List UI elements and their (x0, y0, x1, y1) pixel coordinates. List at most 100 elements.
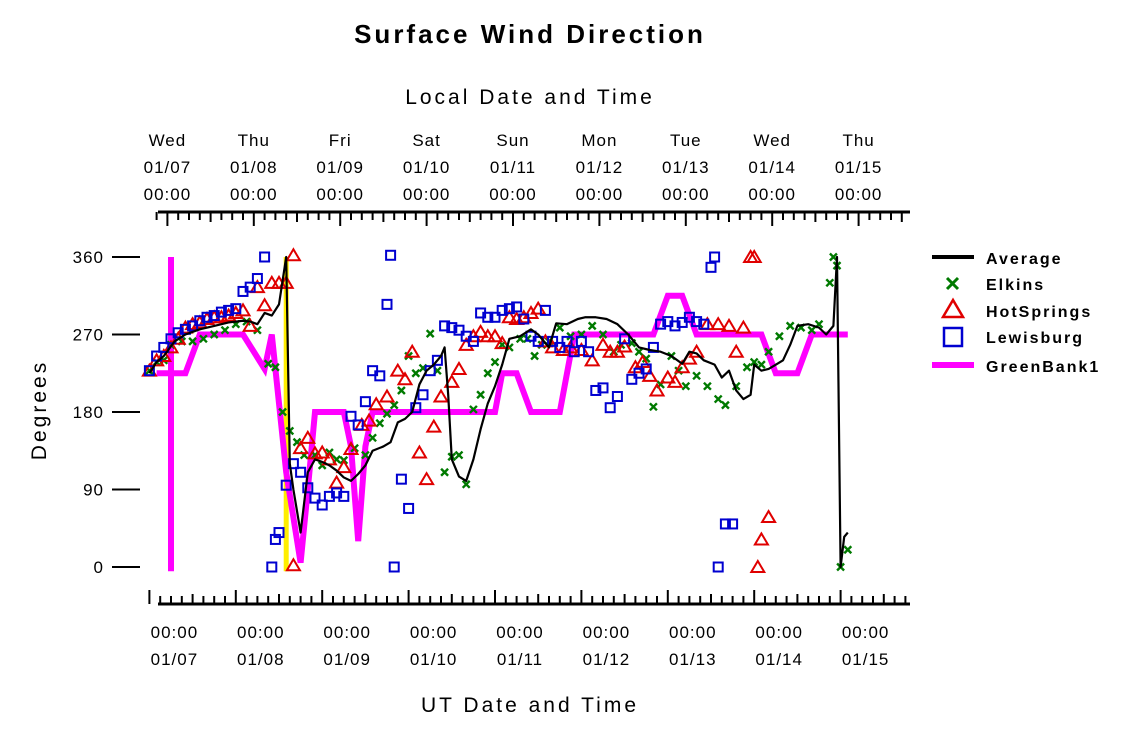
lewisburg-point (539, 304, 551, 316)
elkins-point-stroke (271, 362, 280, 372)
hotsprings-point (443, 373, 461, 388)
elkins-point-stroke (634, 347, 644, 357)
hotsprings-point (641, 367, 659, 382)
top-tick-date: 01/10 (403, 158, 451, 177)
elkins-point (825, 278, 835, 288)
elkins-point (829, 252, 838, 262)
elkins-point (785, 321, 795, 331)
lewisburg-point (417, 389, 429, 401)
left-axis: 0 90 180 270 360 (73, 248, 140, 577)
hotsprings-point (760, 509, 777, 524)
lewisburg-point (489, 311, 501, 323)
elkins-point-stroke (703, 381, 712, 391)
top-tick-date: 01/12 (576, 158, 624, 177)
y-tick-label-270: 270 (73, 326, 104, 345)
hotsprings-point (241, 317, 259, 332)
lewisburg-point (388, 561, 400, 573)
elkins-point (775, 331, 784, 341)
lewisburg-point (518, 313, 530, 325)
top-axis-ticks: Wed 01/07 00:00 Thu 01/08 00:00 Fri 01/09 00:00 S… (144, 131, 903, 226)
series-lewisburg (143, 249, 739, 573)
elkins-point-stroke (411, 368, 421, 378)
hotsprings-point (673, 359, 691, 374)
y-tick-label-90: 90 (83, 481, 104, 500)
bottom-tick-time: 00:00 (496, 623, 544, 642)
lewisburg-point (230, 303, 242, 315)
bottom-tick-time: 00:00 (237, 623, 285, 642)
bottom-tick-date: 01/13 (669, 650, 717, 669)
lewisburg-point (223, 304, 235, 316)
lewisburg-point (583, 346, 595, 358)
top-tick-day: Tue (670, 131, 702, 150)
lewisburg-point (345, 410, 357, 422)
bottom-tick-date: 01/11 (497, 650, 543, 669)
elkins-point (263, 359, 273, 369)
lewisburg-point (619, 333, 631, 345)
bottom-tick-date: 01/09 (323, 650, 371, 669)
elkins-point-stroke (209, 330, 219, 339)
lewisburg-point (446, 322, 458, 334)
hotsprings-point (666, 373, 684, 388)
elkins-point-stroke (515, 334, 525, 344)
lewisburg-point (359, 396, 371, 408)
elkins-point (440, 467, 449, 477)
hotsprings-point (299, 429, 317, 444)
lewisburg-point (431, 354, 443, 366)
lewisburg-point (385, 249, 397, 261)
elkins-point (483, 368, 493, 378)
hotsprings-point (342, 441, 360, 456)
elkins-point-stroke (757, 360, 766, 369)
hotsprings-point (522, 305, 540, 319)
lewisburg-point (669, 320, 681, 332)
lewisburg-point (568, 346, 580, 358)
hotsprings-point (328, 474, 345, 489)
lewisburg-point (194, 315, 206, 327)
elkins-point-stroke (454, 450, 464, 460)
lewisburg-point (604, 402, 616, 414)
lewisburg-point (280, 479, 292, 491)
lewisburg-point (691, 316, 703, 328)
lewisburg-point (201, 311, 213, 323)
hotsprings-point (292, 440, 309, 455)
lewisburg-point (244, 281, 256, 293)
elkins-point (425, 329, 435, 338)
lewisburg-point (640, 363, 652, 375)
hotsprings-point (285, 557, 302, 572)
hotsprings-point (486, 328, 504, 343)
lewisburg-point (403, 502, 415, 514)
elkins-point-stroke (476, 390, 485, 400)
lewisburg-point (208, 310, 220, 322)
elkins-point (555, 323, 565, 332)
hotsprings-point (360, 412, 378, 427)
legend-label-hotsprings: HotSprings (986, 304, 1092, 321)
elkins-point (843, 545, 853, 555)
lewisburg-point (302, 482, 314, 494)
lewisburg-point (295, 466, 307, 478)
series-hotsprings (141, 247, 777, 573)
lewisburg-point (165, 333, 177, 345)
hotsprings-point (616, 338, 633, 353)
bottom-tick-time: 00:00 (410, 623, 458, 642)
elkins-point (703, 381, 712, 391)
lewisburg-point (712, 561, 724, 573)
hotsprings-point (472, 323, 489, 338)
hotsprings-point (367, 396, 385, 411)
chart-title: Surface Wind Direction (354, 19, 706, 49)
hotsprings-point (745, 249, 763, 263)
hotsprings-point (378, 388, 396, 403)
legend: Average Elkins HotSprings Lewisburg Gree… (932, 251, 1098, 376)
elkins-point-stroke (368, 433, 377, 443)
legend-item-elkins: Elkins (945, 276, 1043, 294)
series-greenbank1 (156, 257, 848, 572)
elkins-point-stroke (692, 371, 701, 381)
lewisburg-point (316, 499, 328, 511)
top-tick-day: Fri (329, 131, 352, 150)
lewisburg-point (698, 318, 710, 330)
lewisburg-point (338, 490, 350, 502)
average-line (148, 255, 849, 569)
elkins-point (199, 334, 208, 344)
elkins-point-stroke (483, 368, 493, 378)
hotsprings-point (389, 362, 407, 377)
lewisburg-point (453, 324, 465, 336)
top-tick-day: Wed (149, 131, 187, 150)
